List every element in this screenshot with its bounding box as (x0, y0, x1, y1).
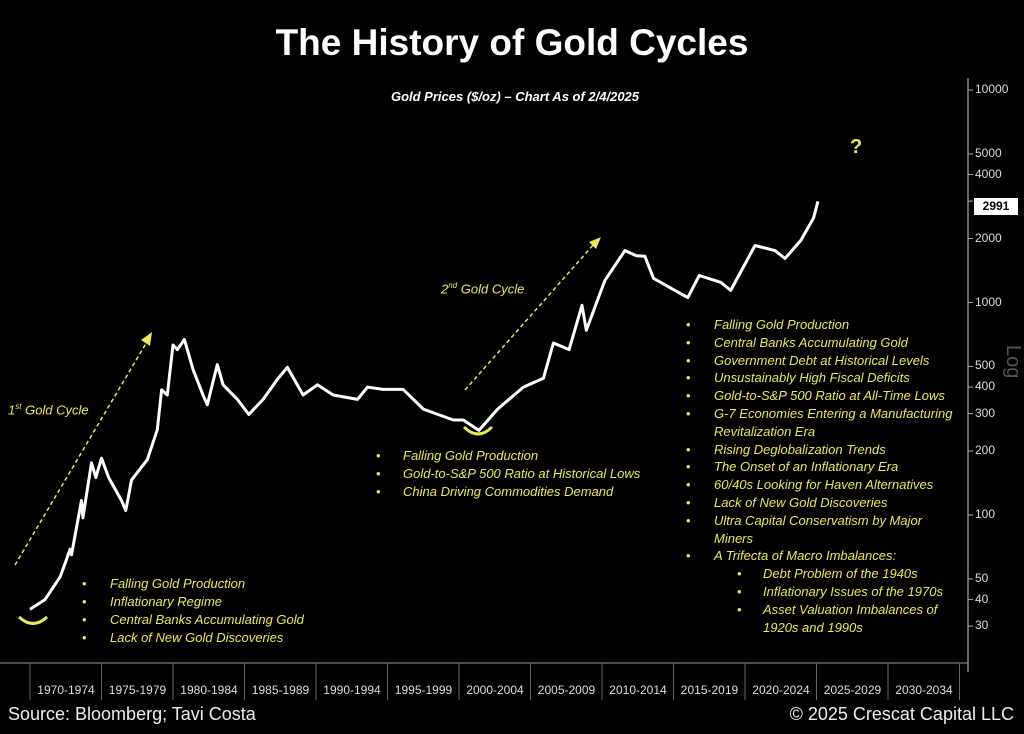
cycle2-num: 2 (441, 281, 449, 297)
annotation-item: 60/40s Looking for Haven Alternatives (714, 477, 934, 493)
bullet-icon: • (82, 594, 87, 609)
annotation-item: Falling Gold Production (714, 317, 850, 332)
y-tick-label: 100 (975, 507, 996, 521)
chart-subtitle: Gold Prices ($/oz) – Chart As of 2/4/202… (390, 89, 640, 104)
bullet-icon: • (737, 601, 742, 617)
bullet-icon: • (737, 584, 742, 599)
y-tick-label: 300 (975, 405, 996, 420)
y-tick-label: 4000 (975, 166, 1002, 181)
cycle2-text: Gold Cycle (457, 281, 525, 297)
y-tick-label: 5000 (975, 145, 1002, 160)
y-tick-label: 30 (975, 618, 989, 633)
bullet-icon: • (686, 317, 691, 332)
x-category-label: 2000-2004 (466, 683, 524, 697)
x-category-label: 1975-1979 (108, 683, 167, 697)
bullet-icon: • (686, 388, 691, 404)
annotation-item: Falling Gold Production (403, 448, 539, 463)
bullet-icon: • (686, 548, 691, 564)
y-tick-label: 50 (975, 570, 989, 585)
x-category-label: 2015-2019 (680, 683, 739, 697)
chart-title: The History of Gold Cycles (275, 22, 749, 63)
y-axis-label: Log (1002, 345, 1024, 379)
cycle1-arrowhead (141, 332, 152, 346)
bullet-icon: • (686, 370, 691, 386)
cycle1-sup: st (15, 402, 22, 411)
y-tick-label: 1000 (975, 294, 1002, 309)
annotation-item: Gold-to-S&P 500 Ratio at Historical Lows (403, 466, 641, 481)
cycle1-num: 1 (8, 402, 16, 418)
annotation-item: Lack of New Gold Discoveries (110, 630, 284, 645)
copyright: © 2025 Crescat Capital LLC (789, 704, 1014, 724)
y-tick-label: 40 (975, 591, 989, 606)
bullet-icon: • (82, 612, 87, 627)
bullet-icon: • (686, 495, 691, 510)
annotation-item: Falling Gold Production (110, 576, 246, 591)
bullet-icon: • (686, 512, 691, 528)
x-category-label: 2030-2034 (895, 683, 953, 697)
cycle2-arrowhead (589, 237, 601, 249)
x-category-label: 2020-2024 (752, 683, 810, 697)
cycle1-text: Gold Cycle (21, 402, 89, 418)
annotation-item: Central Banks Accumulating Gold (110, 612, 304, 627)
bullet-icon: • (686, 334, 691, 350)
annotation-item: Inflationary Regime (110, 594, 222, 609)
annotation-item: Government Debt at Historical Levels (714, 352, 930, 368)
gold-price-line (29, 201, 820, 611)
annotation-item: Gold-to-S&P 500 Ratio at All-Time Lows (714, 388, 945, 404)
x-category-label: 2010-2014 (609, 683, 667, 697)
bullet-icon: • (686, 406, 691, 421)
x-category-label: 1985-1989 (251, 683, 310, 697)
annotation-item: G-7 Economies Entering a Manufacturing R… (714, 406, 953, 439)
x-category-label: 1980-1984 (180, 683, 238, 697)
x-category-label: 1970-1974 (37, 683, 95, 697)
y-tick-label: 400 (975, 379, 996, 394)
cycle1-arrow (14, 339, 149, 566)
x-category-label: 1995-1999 (394, 683, 453, 697)
bullet-icon: • (82, 576, 87, 591)
bullet-icon: • (686, 459, 691, 475)
bullet-icon: • (376, 448, 381, 463)
cycle2-arrow (464, 243, 595, 391)
bullet-icon: • (686, 441, 691, 457)
y-tick-label: 500 (975, 358, 996, 373)
bullet-icon: • (376, 466, 381, 481)
y-tick-label: 200 (975, 443, 996, 458)
cycle1-label: 1st Gold Cycle (8, 402, 89, 417)
source-note: Source: Bloomberg; Tavi Costa (8, 704, 256, 724)
annotation-item: Rising Deglobalization Trends (714, 441, 886, 457)
cycle2-label: 2nd Gold Cycle (441, 281, 524, 296)
x-category-label: 2005-2009 (537, 683, 596, 697)
last-value-label: 2991 (974, 198, 1018, 215)
cycle2-sup: nd (448, 281, 458, 290)
annotation-item: Debt Problem of the 1940s (763, 566, 918, 582)
bullet-icon: • (737, 566, 742, 582)
x-category-label: 1990-1994 (323, 683, 381, 697)
annotation-item: Ultra Capital Conservatism by Major Mine… (714, 512, 923, 546)
annotation-item: Central Banks Accumulating Gold (714, 334, 908, 350)
annotation-item: Unsustainably High Fiscal Deficits (714, 370, 910, 386)
annotation-item: China Driving Commodities Demand (403, 484, 614, 499)
annotation-item: Lack of New Gold Discoveries (714, 495, 888, 510)
x-category-label: 2025-2029 (823, 683, 882, 697)
bullet-icon: • (82, 630, 87, 645)
annotation-item: The Onset of an Inflationary Era (714, 459, 899, 475)
annotation-item: Asset Valuation Imbalances of 1920s and … (763, 601, 938, 635)
bullet-icon: • (686, 352, 691, 368)
bullet-icon: • (376, 484, 381, 499)
cycle2-bottom-arc (462, 425, 494, 436)
annotation-item: A Trifecta of Macro Imbalances: (714, 548, 897, 564)
question-mark: ? (850, 136, 863, 158)
bullet-icon: • (686, 477, 691, 493)
cycle1-bottom-arc (17, 615, 49, 625)
y-tick-label: 2000 (975, 230, 1002, 245)
annotation-item: Inflationary Issues of the 1970s (763, 584, 943, 599)
y-tick-label: 10000 (975, 82, 1009, 96)
